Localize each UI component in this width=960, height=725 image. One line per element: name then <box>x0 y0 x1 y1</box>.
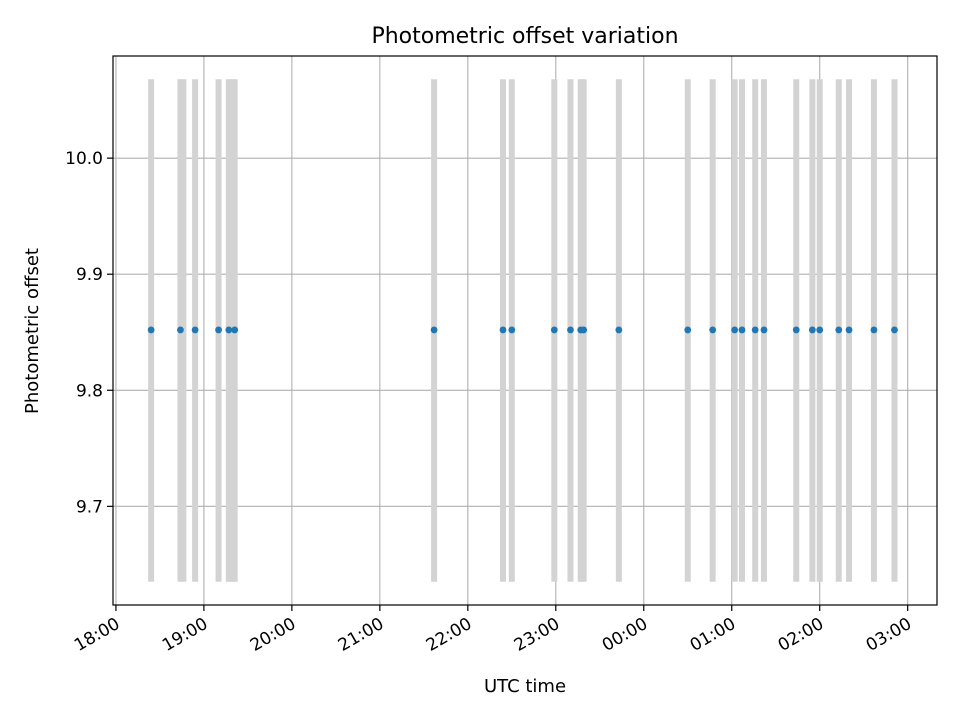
data-point <box>177 326 184 334</box>
data-point <box>870 326 878 334</box>
data-point <box>550 326 558 334</box>
y-tick-label: 10.0 <box>65 149 103 169</box>
chart-title: Photometric offset variation <box>371 24 678 49</box>
y-axis-label: Photometric offset <box>22 248 43 414</box>
data-point <box>709 326 717 334</box>
data-point <box>835 326 843 334</box>
data-point <box>508 326 516 334</box>
data-point <box>191 326 199 334</box>
data-point <box>891 326 898 334</box>
data-point <box>792 326 800 334</box>
data-point <box>615 326 623 334</box>
data-point <box>147 326 155 334</box>
data-point <box>231 326 239 334</box>
data-point <box>731 326 739 334</box>
y-tick-label: 9.8 <box>76 381 103 401</box>
data-point <box>225 326 233 334</box>
plot-area-frame <box>112 55 938 606</box>
data-point <box>808 326 816 334</box>
data-point <box>816 326 824 334</box>
data-point <box>760 326 768 334</box>
y-tick-label: 9.7 <box>76 497 103 517</box>
points-series <box>147 326 898 334</box>
x-axis-label: UTC time <box>484 676 566 697</box>
data-point <box>738 326 746 334</box>
data-point <box>499 326 507 334</box>
data-point <box>845 326 853 334</box>
data-point <box>215 326 222 334</box>
data-point <box>580 326 588 334</box>
y-tick-label: 9.9 <box>76 265 103 285</box>
y-axis-ticks: 9.7 9.8 9.9 10.0 <box>65 149 113 517</box>
data-point <box>751 326 759 334</box>
data-point <box>567 326 574 334</box>
data-point <box>430 326 438 334</box>
data-point <box>684 326 692 334</box>
